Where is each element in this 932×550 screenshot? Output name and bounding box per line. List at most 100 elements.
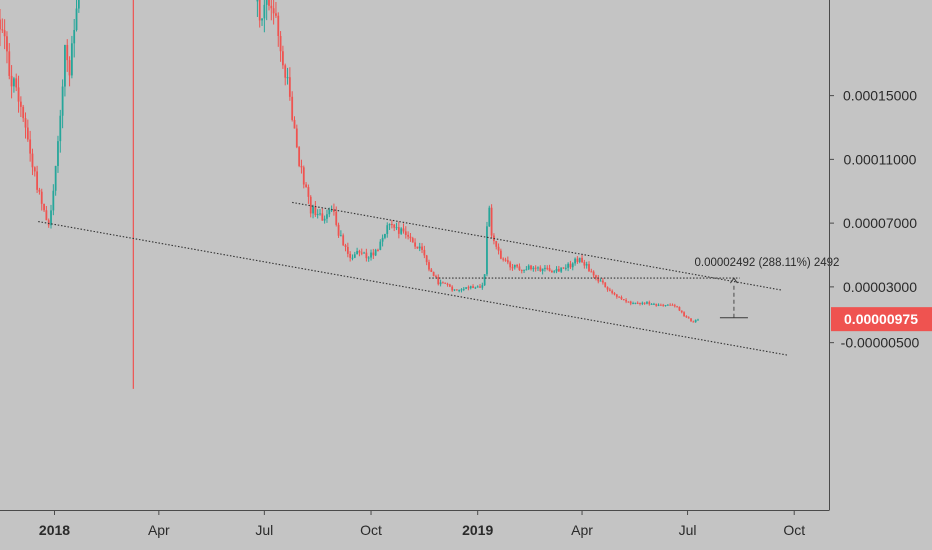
candle-body [36, 171, 39, 190]
candle-body [650, 303, 653, 305]
candle-body [581, 257, 583, 263]
candle-body [342, 235, 345, 246]
candle-body [372, 252, 375, 256]
upper-channel-trendline[interactable] [292, 201, 782, 291]
candle-body [571, 263, 574, 268]
candle-body [407, 234, 410, 237]
candle-body [697, 319, 699, 321]
candle-body [52, 190, 55, 211]
price-axis[interactable]: 0.00015000 0.00011000 0.00007000 0.00003000… [829, 88, 932, 351]
lower-channel-trendline[interactable] [38, 220, 788, 356]
candle-body [655, 303, 658, 306]
candle-body [305, 184, 307, 188]
candle-body [523, 269, 525, 271]
price-tick-label: 0.00007000 [843, 215, 917, 231]
candle-body [622, 299, 625, 301]
candle-body [481, 285, 484, 288]
candle-body [613, 293, 616, 295]
candle-body [265, 0, 268, 5]
candle-body [462, 288, 465, 290]
candle-body [59, 115, 62, 142]
candle-body [0, 19, 1, 30]
candle-body [513, 264, 516, 268]
candle-body [476, 286, 479, 288]
candle-body [504, 259, 507, 261]
candle-body [502, 258, 505, 260]
candle-body [479, 286, 481, 288]
candle-body [272, 8, 275, 14]
candle-body [683, 312, 685, 317]
time-tick-label: 2018 [39, 522, 70, 538]
candle-body [530, 265, 532, 270]
candle-body [499, 250, 502, 259]
candle-body [29, 139, 32, 154]
candle-body [393, 224, 396, 228]
candle-body [288, 77, 291, 97]
candle-body [358, 251, 361, 253]
candle-body [662, 304, 665, 306]
candle-body [444, 282, 447, 284]
candle-body [446, 283, 449, 285]
candle-body [38, 189, 41, 192]
candle-body [397, 227, 400, 234]
candle-body [578, 257, 581, 262]
candle-body [472, 286, 474, 289]
candle-body [356, 251, 359, 255]
candle-body [666, 304, 669, 306]
drawings-layer: 0.00002492 (288.11%) 2492 [38, 201, 839, 356]
candle-body [483, 274, 486, 286]
candle-body [388, 224, 391, 226]
candle-body [270, 5, 273, 9]
candle-body [302, 167, 305, 185]
candle-body [618, 296, 621, 298]
candle-body [592, 271, 595, 276]
candle-body [423, 249, 426, 256]
candle-body [432, 271, 435, 276]
candle-body [256, 0, 259, 2]
candle-body [300, 165, 303, 168]
candle-body [326, 214, 328, 219]
candle-body [585, 264, 588, 266]
candle-body [19, 101, 22, 107]
candle-body [664, 305, 667, 307]
candle-body [590, 271, 593, 273]
candle-body [70, 43, 73, 76]
candle-body [261, 18, 263, 21]
candle-body [68, 60, 71, 76]
candle-body [546, 267, 549, 269]
candle-body [321, 213, 324, 221]
candle-body [6, 36, 8, 52]
candle-body [486, 226, 488, 275]
candle-body [425, 255, 428, 263]
time-tick-label: Apr [571, 522, 593, 538]
candle-body [555, 268, 558, 272]
candle-body [400, 228, 403, 234]
candle-body [488, 207, 491, 227]
candle-body [673, 305, 676, 307]
candle-body [17, 87, 20, 102]
candle-body [604, 282, 607, 288]
candle-body [442, 282, 444, 284]
candle-body [279, 35, 282, 52]
time-axis[interactable]: 2018 Apr Jul Oct 2019 Apr Jul Oct [39, 510, 805, 539]
candle-body [469, 286, 472, 289]
candle-body [335, 211, 338, 225]
candle-body [574, 258, 576, 264]
candle-body [33, 167, 36, 172]
candle-body [298, 147, 301, 166]
candle-body [516, 264, 519, 267]
candle-body [22, 106, 25, 119]
candle-body [659, 304, 662, 306]
candle-body [641, 302, 644, 304]
candle-body [47, 220, 50, 226]
candle-body [490, 207, 493, 236]
candle-body [534, 267, 537, 269]
candle-body [680, 310, 683, 313]
candle-body [54, 165, 57, 191]
candle-body [1, 29, 4, 31]
candle-body [430, 269, 433, 272]
candle-body [323, 218, 326, 221]
candle-body [474, 287, 477, 289]
candle-body [282, 51, 284, 66]
